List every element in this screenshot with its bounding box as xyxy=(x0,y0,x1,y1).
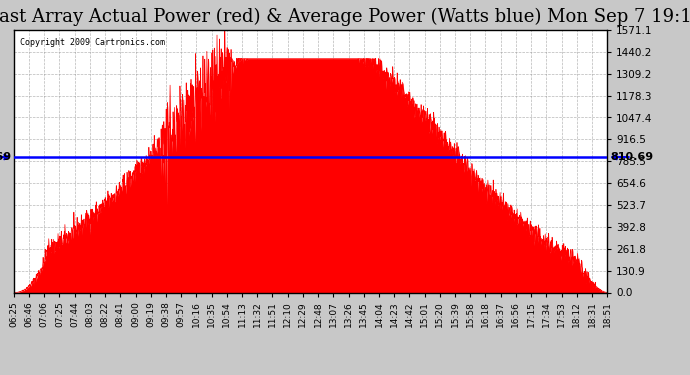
Text: 810.69: 810.69 xyxy=(0,152,11,162)
Text: Copyright 2009 Cartronics.com: Copyright 2009 Cartronics.com xyxy=(20,38,165,47)
Text: East Array Actual Power (red) & Average Power (Watts blue) Mon Sep 7 19:16: East Array Actual Power (red) & Average … xyxy=(0,8,690,26)
Text: 810.69: 810.69 xyxy=(610,152,653,162)
